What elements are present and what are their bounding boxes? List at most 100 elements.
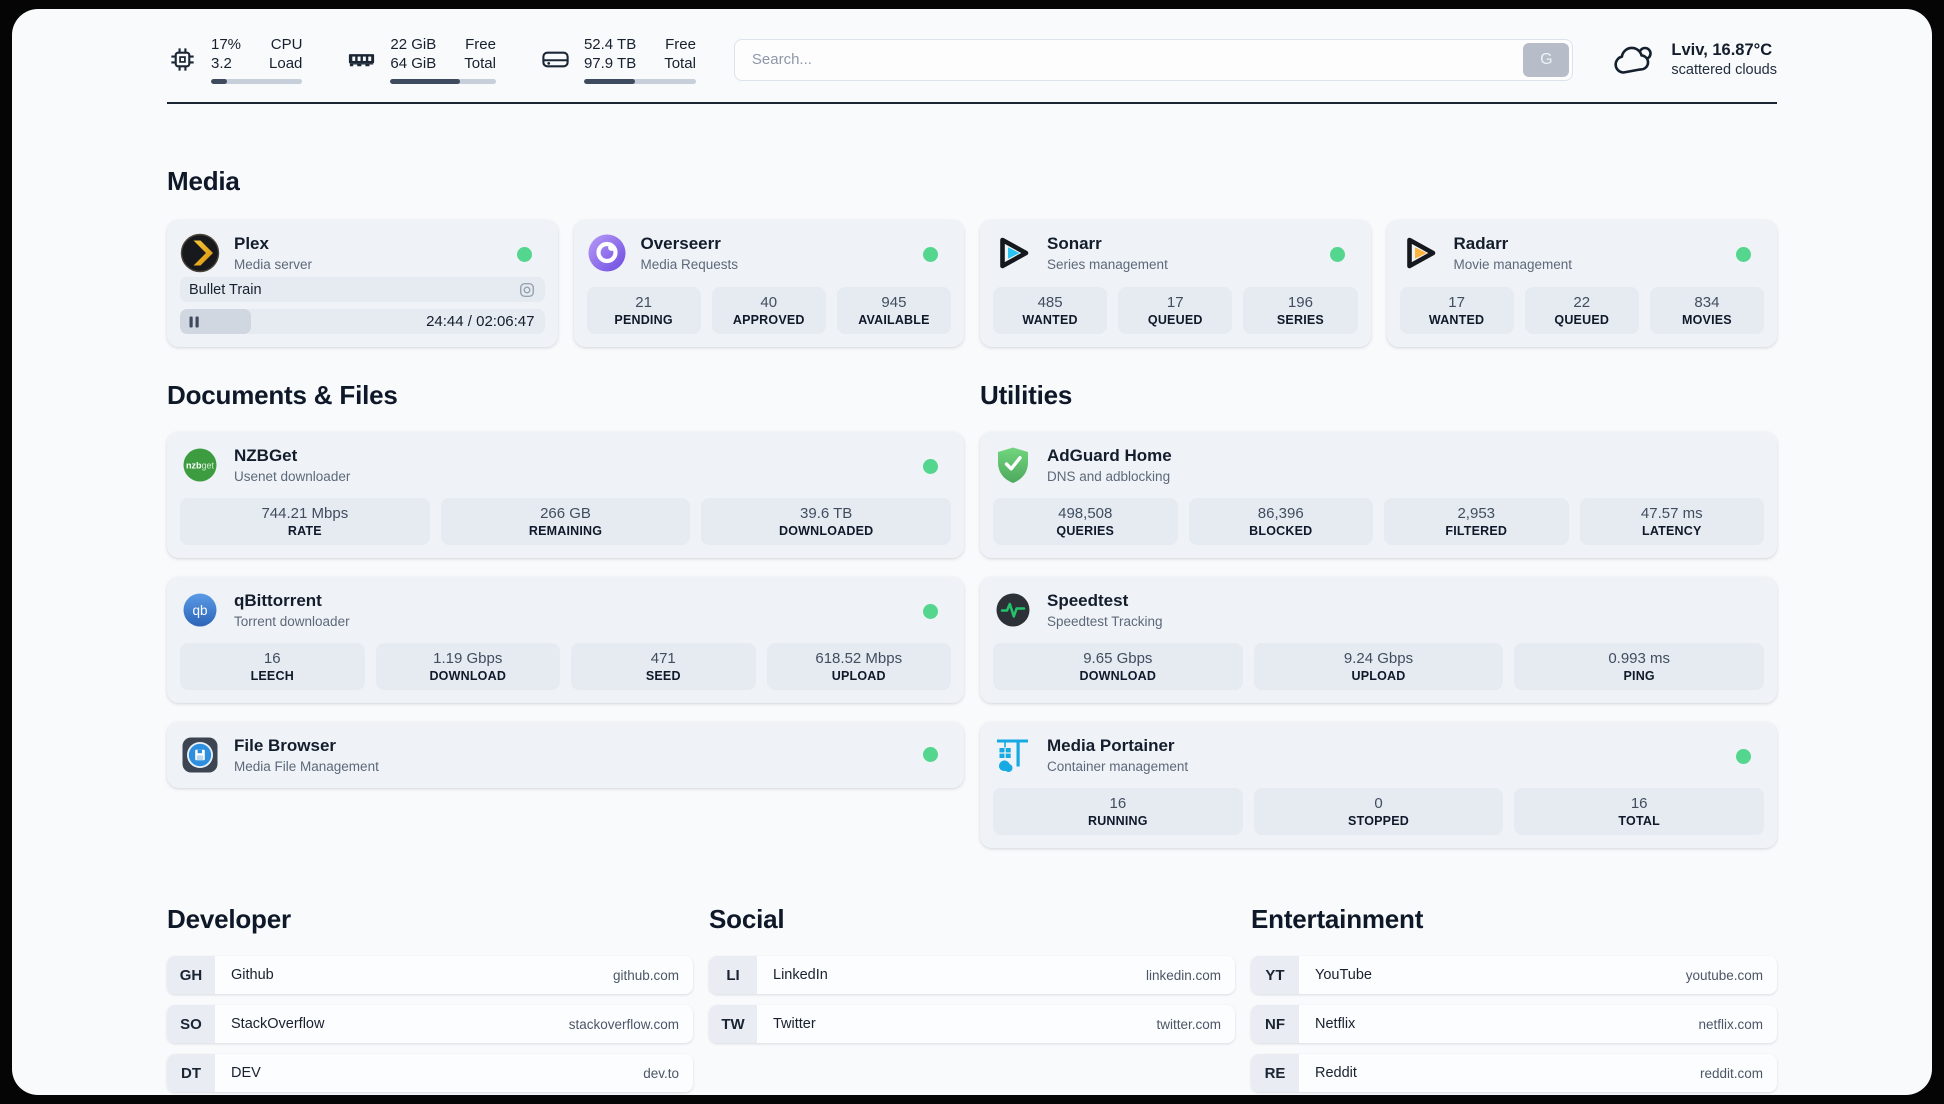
- bookmark-twitter[interactable]: TW Twitter twitter.com: [709, 1005, 1235, 1043]
- bookmark-github[interactable]: GH Github github.com: [167, 956, 693, 994]
- stat-upload: 9.24 Gbps UPLOAD: [1253, 643, 1504, 690]
- adguard-icon: [998, 447, 1028, 483]
- now-playing-bar: Bullet Train: [180, 277, 545, 302]
- system-stats: 17% CPU 3.2 Load: [167, 35, 696, 84]
- app-card-plex[interactable]: Plex Media server Bullet Train: [167, 220, 558, 347]
- overseerr-icon: [588, 234, 625, 272]
- app-title: Sonarr: [1047, 234, 1102, 253]
- cpu-label: CPU: [270, 36, 303, 53]
- stat-latency: 47.57 ms LATENCY: [1579, 498, 1764, 545]
- bookmark-name: StackOverflow: [231, 1016, 325, 1032]
- app-title: Radarr: [1453, 234, 1509, 253]
- app-card-filebrowser[interactable]: File Browser Media File Management: [167, 722, 964, 788]
- memory-total: 64 GiB: [390, 55, 437, 72]
- app-subtitle: Media Requests: [640, 257, 739, 272]
- pause-icon[interactable]: [189, 316, 200, 328]
- speedtest-icon: [996, 593, 1030, 627]
- bookmarks-developer: Developer GH Github github.com SO StackO…: [167, 904, 693, 1095]
- playback-progress-fill: [180, 309, 252, 334]
- plex-icon: [180, 233, 220, 273]
- stat-available: 945 AVAILABLE: [836, 287, 952, 334]
- dashboard: 17% CPU 3.2 Load: [12, 9, 1932, 1095]
- app-card-speedtest[interactable]: Speedtest Speedtest Tracking 9.65 Gbps D…: [980, 577, 1777, 703]
- bookmark-reddit[interactable]: RE Reddit reddit.com: [1251, 1054, 1777, 1092]
- section-heading-social: Social: [709, 904, 785, 934]
- header-divider: [167, 102, 1777, 104]
- bookmark-stackoverflow[interactable]: SO StackOverflow stackoverflow.com: [167, 1005, 693, 1043]
- section-heading-developer: Developer: [167, 904, 291, 934]
- status-dot: [1329, 247, 1345, 262]
- bookmark-netflix[interactable]: NF Netflix netflix.com: [1251, 1005, 1777, 1043]
- bookmark-youtube[interactable]: YT YouTube youtube.com: [1251, 956, 1777, 994]
- top-bar: 17% CPU 3.2 Load: [167, 35, 1777, 84]
- weather-location-temp: Lviv, 16.87°C: [1671, 41, 1773, 59]
- app-subtitle: Speedtest Tracking: [1047, 614, 1163, 629]
- bookmark-name: Twitter: [773, 1016, 816, 1032]
- app-title: File Browser: [234, 736, 337, 755]
- stat-downloaded: 39.6 TB DOWNLOADED: [701, 498, 952, 545]
- search-bar[interactable]: G: [733, 38, 1574, 81]
- app-title: Speedtest: [1047, 591, 1129, 610]
- disk-free: 52.4 TB: [583, 36, 637, 53]
- stat-download: 1.19 Gbps DOWNLOAD: [375, 643, 560, 690]
- app-card-radarr[interactable]: Radarr Movie management 17 WANTED 22 QUE…: [1386, 220, 1777, 347]
- app-subtitle: Series management: [1047, 257, 1168, 272]
- radarr-icon: [1406, 237, 1435, 269]
- app-subtitle: DNS and adblocking: [1047, 469, 1171, 484]
- bookmark-url: linkedin.com: [1145, 967, 1221, 983]
- memory-stat: 22 GiB Free 64 GiB Total: [346, 35, 496, 84]
- status-dot: [923, 604, 938, 619]
- bookmark-linkedin[interactable]: LI LinkedIn linkedin.com: [709, 956, 1235, 994]
- cpu-load-label: Load: [269, 55, 303, 72]
- section-heading-documents: Documents & Files: [167, 380, 398, 410]
- disk-progress-bar: [583, 79, 696, 84]
- stat-pending: 21 PENDING: [586, 287, 701, 334]
- nzbget-icon: nzbget: [183, 448, 217, 482]
- app-card-portainer[interactable]: Media Portainer Container management 16 …: [980, 722, 1777, 848]
- stat-queued: 22 QUEUED: [1524, 287, 1639, 334]
- stat-seed: 471 SEED: [571, 643, 756, 690]
- bookmark-abbr: YT: [1251, 956, 1299, 994]
- app-title: Overseerr: [640, 234, 721, 253]
- bookmark-url: reddit.com: [1699, 1065, 1763, 1081]
- disk-total: 97.9 TB: [583, 55, 637, 72]
- app-title: NZBGet: [234, 446, 298, 465]
- app-card-adguard[interactable]: AdGuard Home DNS and adblocking 498,508 …: [980, 432, 1777, 558]
- cpu-progress-bar: [211, 79, 303, 84]
- app-card-qbittorrent[interactable]: qb qBittorrent Torrent downloader 16 LEE…: [167, 577, 964, 703]
- app-card-overseerr[interactable]: Overseerr Media Requests 21 PENDING 40 A…: [573, 220, 964, 347]
- bookmark-url: github.com: [612, 967, 679, 983]
- bookmark-url: youtube.com: [1685, 967, 1763, 983]
- stat-wanted: 485 WANTED: [993, 287, 1108, 334]
- app-card-sonarr[interactable]: Sonarr Series management 485 WANTED 17 Q…: [980, 220, 1371, 347]
- bookmark-url: stackoverflow.com: [568, 1016, 679, 1032]
- disk-total-label: Total: [664, 55, 696, 72]
- app-title: AdGuard Home: [1047, 446, 1172, 465]
- memory-free: 22 GiB: [390, 36, 437, 53]
- cpu-usage: 17%: [211, 36, 242, 53]
- stat-total: 16 TOTAL: [1514, 788, 1765, 835]
- bookmark-abbr: NF: [1251, 1005, 1299, 1043]
- bookmark-url: netflix.com: [1698, 1016, 1763, 1032]
- app-title: Media Portainer: [1047, 736, 1175, 755]
- app-title: Plex: [234, 234, 269, 253]
- bookmark-abbr: TW: [709, 1005, 757, 1043]
- qbittorrent-icon: qb: [183, 593, 217, 627]
- app-subtitle: Torrent downloader: [234, 614, 350, 629]
- stat-wanted: 17 WANTED: [1399, 287, 1514, 334]
- status-dot: [516, 247, 532, 262]
- svg-text:qb: qb: [192, 603, 207, 618]
- stat-stopped: 0 STOPPED: [1253, 788, 1504, 835]
- app-card-nzbget[interactable]: nzbget NZBGet Usenet downloader 744.21 M…: [167, 432, 964, 558]
- bookmark-dev[interactable]: DT DEV dev.to: [167, 1054, 693, 1092]
- disk-progress-fill: [583, 79, 636, 84]
- search-engine-button[interactable]: G: [1523, 42, 1570, 77]
- app-title: qBittorrent: [234, 591, 322, 610]
- video-icon[interactable]: [518, 281, 536, 299]
- bookmark-name: LinkedIn: [773, 967, 828, 983]
- search-input[interactable]: [737, 51, 1524, 68]
- ram-icon: [349, 54, 375, 67]
- app-subtitle: Media server: [234, 257, 313, 272]
- bookmarks-social: Social LI LinkedIn linkedin.com TW Twitt…: [709, 904, 1235, 1095]
- weather-condition: scattered clouds: [1671, 62, 1777, 78]
